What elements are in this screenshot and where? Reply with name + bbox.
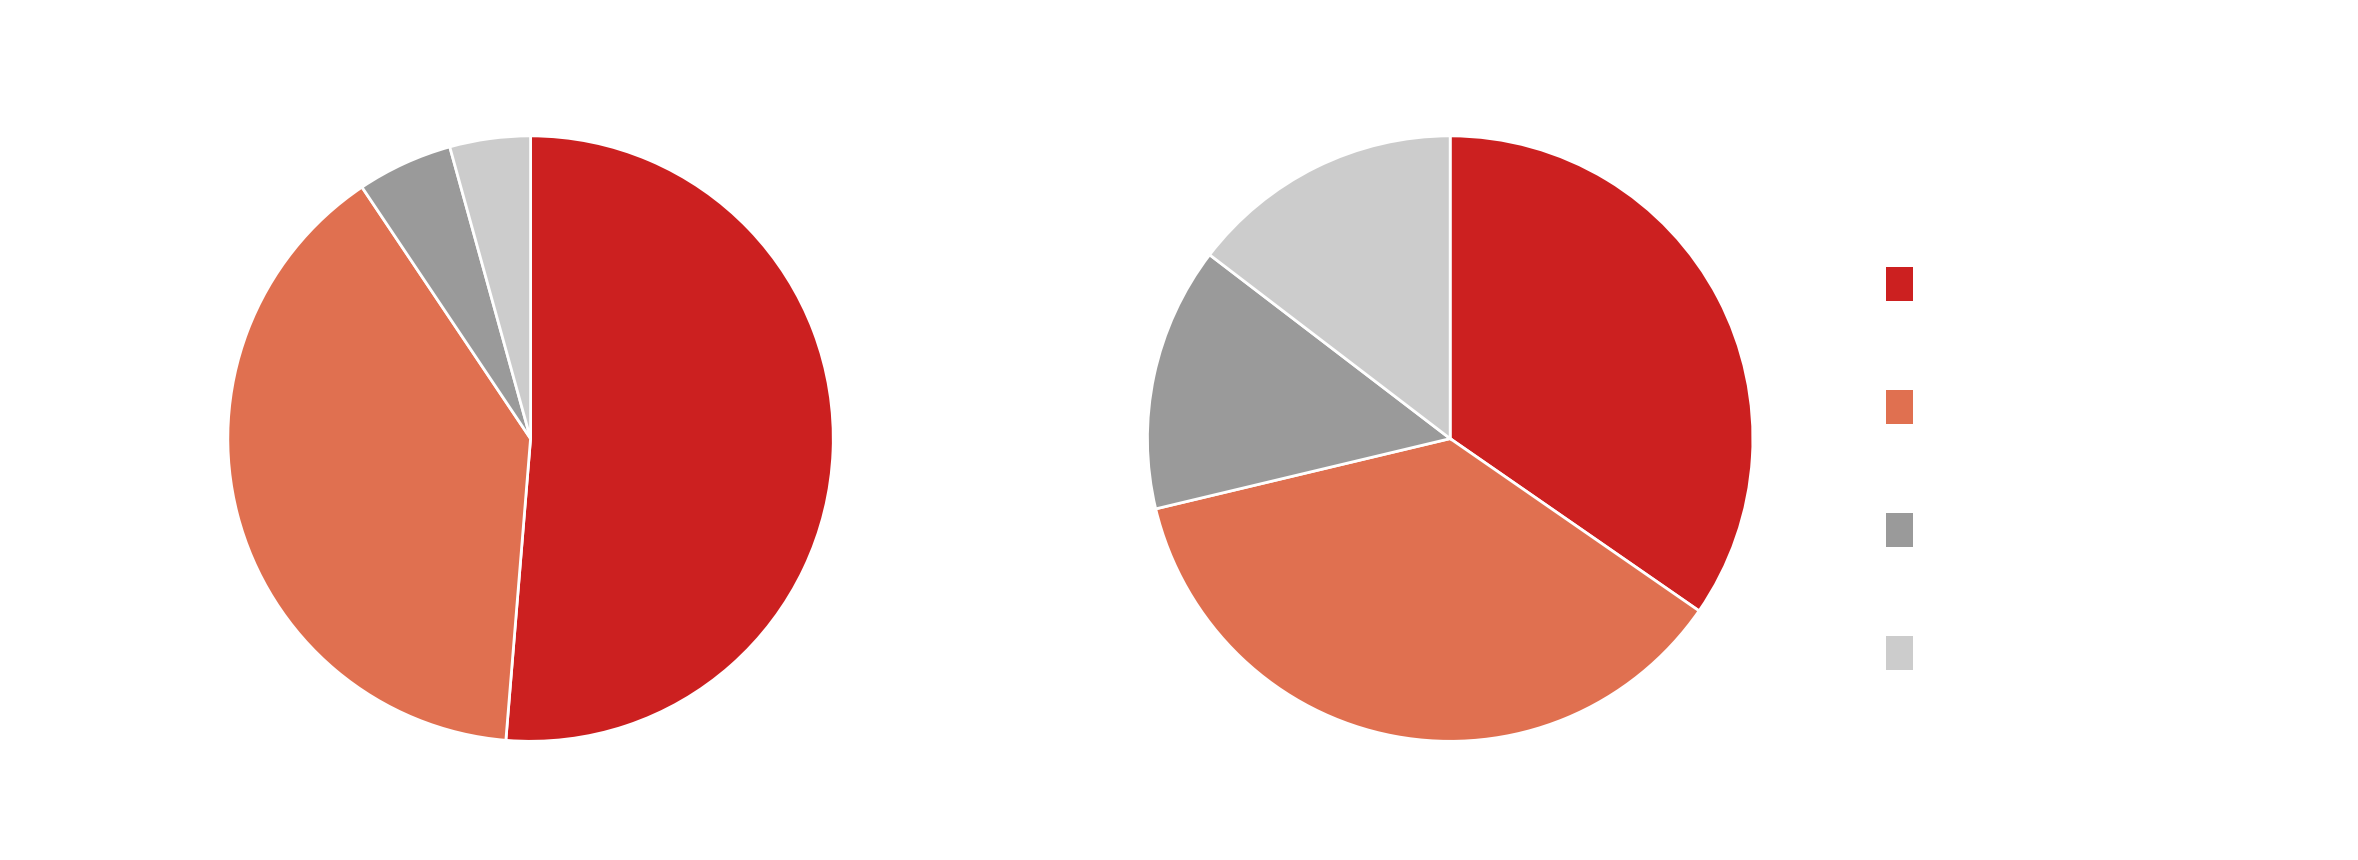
- Bar: [1886, 267, 1912, 300]
- Wedge shape: [507, 136, 832, 741]
- Bar: [1886, 513, 1912, 547]
- Wedge shape: [1155, 439, 1700, 741]
- Bar: [1886, 636, 1912, 669]
- Wedge shape: [450, 136, 531, 439]
- Wedge shape: [1450, 136, 1752, 611]
- Wedge shape: [229, 187, 531, 740]
- Wedge shape: [363, 147, 531, 439]
- Wedge shape: [1210, 136, 1450, 439]
- Bar: [1886, 390, 1912, 424]
- Wedge shape: [1148, 255, 1450, 509]
